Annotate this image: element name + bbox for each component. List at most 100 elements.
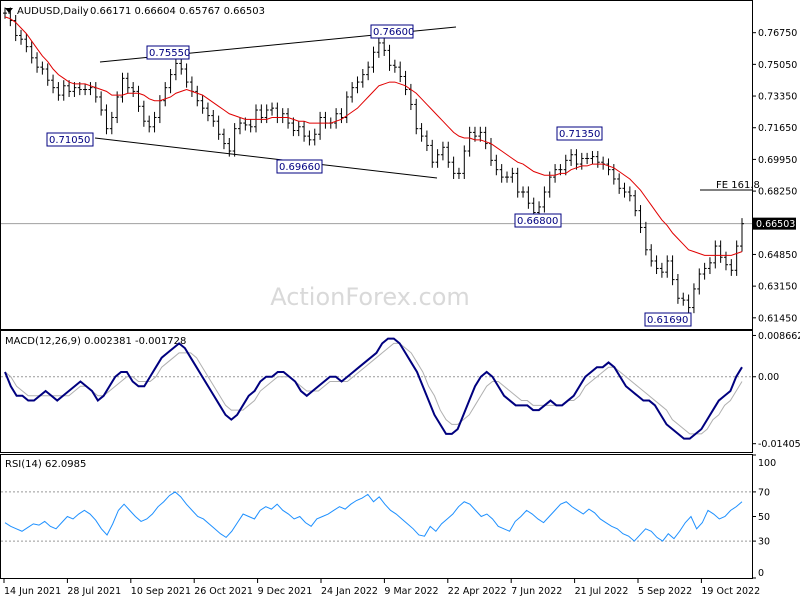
price-bar (643, 221, 648, 256)
time-tick-label: 28 Jul 2021 (67, 586, 121, 597)
price-bar (649, 244, 654, 267)
time-tick-label: 19 Oct 2022 (701, 586, 760, 597)
price-tick-label: 0.61450 (758, 313, 797, 324)
price-bar (131, 82, 136, 97)
price-bar (462, 145, 467, 179)
svg-text:0.66800: 0.66800 (517, 216, 558, 227)
watermark: ActionForex.com (270, 283, 470, 311)
price-bar (125, 72, 130, 94)
annotation-0.66800: 0.66800 (514, 213, 562, 228)
price-bar (163, 82, 168, 107)
price-bar (622, 182, 627, 198)
price-bar (19, 29, 24, 45)
price-bar (99, 91, 104, 116)
price-bar (259, 104, 264, 124)
rsi-tick-label: 30 (758, 537, 770, 548)
price-bar (205, 102, 210, 122)
macd-title: MACD(12,26,9) 0.002381 -0.001728 (5, 336, 186, 347)
price-bar (430, 139, 435, 168)
time-tick-label: 26 Oct 2021 (194, 586, 253, 597)
price-bar (638, 205, 643, 234)
price-bar (318, 111, 323, 140)
macd-tick-label: 0.008662 (758, 331, 800, 342)
price-bar (344, 91, 349, 124)
price-bar (291, 117, 296, 137)
price-bar (414, 98, 419, 135)
price-bar (141, 100, 146, 127)
svg-text:0.75550: 0.75550 (149, 48, 190, 59)
time-tick-label: 24 Jan 2022 (321, 586, 378, 597)
price-bar (729, 259, 734, 276)
price-bar (467, 126, 472, 157)
price-bar (216, 115, 221, 140)
annotation-0.61690: 0.61690 (644, 312, 692, 327)
price-bar (221, 128, 226, 150)
price-bar (136, 85, 141, 112)
price-bar (403, 70, 408, 96)
price-bar (707, 257, 712, 275)
rsi-tick-label: 50 (758, 512, 770, 523)
price-bar (200, 95, 205, 114)
price-bar (40, 61, 45, 75)
time-tick-label: 9 Mar 2022 (384, 586, 438, 597)
rsi-line (4, 491, 743, 542)
time-tick-label: 5 Sep 2022 (638, 586, 692, 597)
macd-tick-label: -0.014055 (758, 439, 800, 450)
collapse-arrow-icon[interactable] (5, 8, 13, 13)
current-price-tag: 0.66503 (752, 217, 796, 230)
price-bar (312, 128, 317, 146)
price-bar (29, 41, 34, 64)
svg-text:0.61690: 0.61690 (647, 315, 688, 326)
price-bar (681, 292, 686, 306)
price-bar (547, 171, 552, 198)
price-bar (227, 137, 232, 157)
price-bar (67, 80, 72, 97)
price-bar (542, 186, 547, 213)
macd-signal-line (4, 342, 743, 435)
time-tick-label: 21 Jul 2022 (575, 586, 629, 597)
price-bar (13, 14, 18, 42)
price-tick-label: 0.64850 (758, 250, 797, 261)
price-bar (579, 152, 584, 170)
price-tick-label: 0.75050 (758, 60, 797, 71)
price-tick-label: 0.68250 (758, 187, 797, 198)
time-axis: 14 Jun 2021 28 Jul 2021 10 Sep 2021 26 Oct … (3, 579, 760, 597)
price-axis: 0.76750 0.75050 0.73350 0.71650 0.69950 0.682… (752, 28, 797, 324)
price-bar (691, 283, 696, 314)
price-bar (334, 108, 339, 129)
macd-tick-label: 0.00 (758, 372, 779, 383)
price-bar (302, 121, 307, 142)
price-bar (590, 151, 595, 165)
annotation-0.71050: 0.71050 (46, 132, 94, 147)
price-bar (173, 57, 178, 81)
svg-text:0.76600: 0.76600 (373, 27, 414, 38)
price-bar (617, 173, 622, 194)
lower-trendline (94, 137, 438, 179)
svg-text:0.71350: 0.71350 (559, 129, 600, 140)
price-bar (456, 167, 461, 179)
price-bar (451, 156, 456, 179)
price-bar (339, 108, 344, 124)
price-panel (0, 0, 753, 330)
price-bar (435, 149, 440, 168)
rsi-panel (0, 454, 753, 579)
price-bar (569, 149, 574, 166)
price-bar (88, 82, 93, 96)
time-tick-label: 9 Dec 2021 (258, 586, 313, 597)
price-bar (270, 102, 275, 116)
svg-text:0.71050: 0.71050 (49, 135, 90, 146)
price-bar (574, 149, 579, 170)
price-bar (184, 63, 189, 88)
price-bar (526, 186, 531, 209)
price-bar (665, 255, 670, 278)
price-bar (248, 119, 253, 133)
price-bar (472, 126, 477, 142)
price-bar (147, 115, 152, 133)
price-bar (723, 251, 728, 271)
price-bar (382, 37, 387, 56)
price-bar (702, 262, 707, 280)
price-bar (286, 108, 291, 129)
ohlc-values: 0.66171 0.66604 0.65767 0.66503 (90, 6, 265, 17)
symbol-label: AUDUSD,Daily (17, 6, 89, 17)
